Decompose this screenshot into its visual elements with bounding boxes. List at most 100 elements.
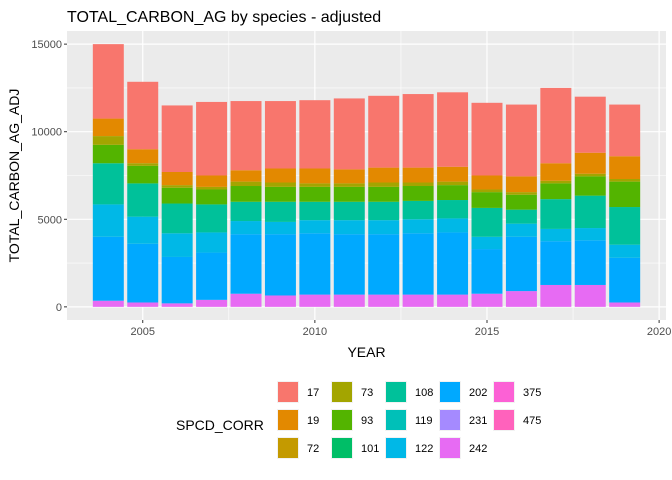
bar-segment: [609, 181, 641, 208]
bar-segment: [161, 105, 193, 172]
x-axis: 2005 2010 2015 2020: [130, 320, 671, 338]
bar-segment: [540, 180, 572, 184]
y-tick-label: 0: [56, 302, 62, 314]
bar-segment: [264, 221, 296, 235]
bar-segment: [196, 186, 228, 190]
legend-item: 72: [277, 437, 319, 459]
bar-segment: [299, 294, 331, 307]
bar-segment: [505, 192, 537, 195]
legend: 17 19 72 73 93 101 108 119 122 202 231 242 375 475: [277, 381, 541, 459]
bars: [92, 44, 641, 307]
bar-segment: [402, 294, 434, 307]
bar-segment: [540, 284, 572, 307]
bar-segment: [230, 293, 262, 307]
bar-segment: [230, 101, 262, 171]
bar-segment: [196, 299, 228, 307]
bar-segment: [299, 233, 331, 295]
bar-segment: [333, 220, 365, 235]
x-tick-label: 2015: [475, 326, 499, 338]
bar-segment: [609, 207, 641, 245]
legend-label: 19: [307, 415, 319, 427]
bar-segment: [505, 223, 537, 237]
bar-segment: [368, 167, 400, 183]
bar-segment: [609, 302, 641, 307]
bar-segment: [574, 228, 606, 241]
bar-segment: [264, 186, 296, 202]
bar-segment: [161, 185, 193, 188]
bar-segment: [127, 81, 159, 150]
bar-segment: [540, 228, 572, 242]
bar-segment: [230, 201, 262, 222]
bar-segment: [574, 96, 606, 153]
bar-segment: [574, 284, 606, 307]
bar-segment: [471, 175, 503, 190]
legend-label: 101: [361, 443, 379, 455]
legend-item: 375: [493, 381, 541, 403]
bar-segment: [574, 152, 606, 174]
bar-segment: [161, 203, 193, 234]
bar-segment: [264, 201, 296, 222]
bar-segment: [471, 293, 503, 307]
legend-item: 73: [331, 381, 373, 403]
bar-segment: [127, 243, 159, 303]
bar-segment: [471, 102, 503, 176]
bar-segment: [437, 166, 469, 182]
bar-segment: [368, 234, 400, 295]
bar-segment: [505, 209, 537, 224]
legend-swatch: [278, 438, 298, 458]
legend-swatch: [494, 382, 514, 402]
legend-item: 475: [493, 409, 541, 431]
bar-segment: [299, 100, 331, 169]
bar-segment: [264, 168, 296, 183]
legend-swatch: [332, 382, 352, 402]
bar-segment: [264, 295, 296, 307]
bar-segment: [437, 92, 469, 167]
bar-segment: [574, 195, 606, 229]
bar-segment: [92, 136, 124, 145]
legend-swatch: [386, 438, 406, 458]
legend-label: 202: [469, 387, 487, 399]
bar-segment: [471, 192, 503, 208]
legend-label: 242: [469, 443, 487, 455]
bar-segment: [196, 101, 228, 176]
bar-segment: [574, 176, 606, 196]
bar-segment: [333, 183, 365, 187]
bar-segment: [299, 220, 331, 234]
legend-label: 17: [307, 387, 319, 399]
chart-title: TOTAL_CARBON_AG by species - adjusted: [67, 9, 381, 26]
bar-segment: [92, 300, 124, 307]
bar-segment: [437, 232, 469, 295]
bar-segment: [402, 94, 434, 168]
bar-segment: [437, 294, 469, 307]
legend-item: 108: [385, 381, 433, 403]
bar-segment: [161, 303, 193, 307]
bar-segment: [92, 118, 124, 137]
x-tick-label: 2020: [647, 326, 671, 338]
bar-segment: [230, 170, 262, 182]
legend-label: 375: [523, 387, 541, 399]
bar-segment: [127, 149, 159, 164]
legend-label: 93: [361, 415, 373, 427]
bar-segment: [368, 294, 400, 307]
bar-segment: [196, 252, 228, 300]
bar-segment: [264, 101, 296, 169]
bar-segment: [264, 182, 296, 187]
legend-swatch: [278, 382, 298, 402]
bar-segment: [609, 257, 641, 303]
bar-segment: [471, 249, 503, 294]
bar-segment: [92, 44, 124, 119]
bar-segment: [505, 291, 537, 307]
bar-segment: [402, 200, 434, 220]
bar-segment: [230, 186, 262, 202]
legend-swatch: [332, 438, 352, 458]
bar-segment: [609, 179, 641, 182]
bar-segment: [92, 204, 124, 237]
legend-item: 19: [277, 409, 319, 431]
legend-item: 17: [277, 381, 319, 403]
y-axis-title: TOTAL_CARBON_AG_ADJ: [6, 89, 22, 263]
bar-segment: [92, 163, 124, 205]
legend-label: 73: [361, 387, 373, 399]
legend-label: 122: [415, 443, 433, 455]
bar-segment: [540, 183, 572, 200]
